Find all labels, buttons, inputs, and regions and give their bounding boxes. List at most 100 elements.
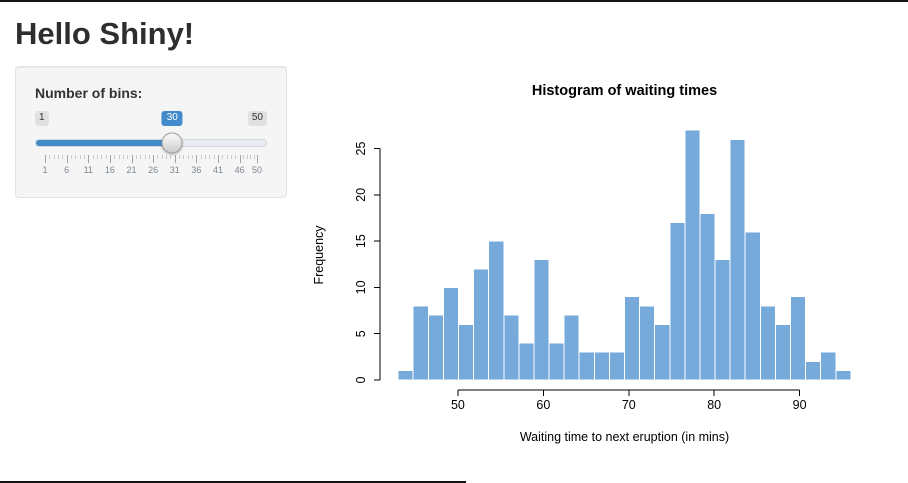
histogram-bar [503,314,520,381]
histogram-bar [820,351,837,381]
slider-grid-tick [135,155,137,159]
slider-grid-tick [226,155,228,159]
slider-grid-tick [209,155,211,159]
slider-grid-tick [170,155,172,159]
sidebar-panel: Number of bins: 1 50 30 1 6 11 16 21 26 31 36 41… [15,66,287,198]
slider-grid-tick [174,155,176,163]
slider-grid-label: 6 [64,165,70,175]
slider-grid-label: 11 [83,165,93,175]
slider-grid-tick [127,155,129,159]
slider-grid-tick [49,155,51,159]
slider-grid-tick [114,155,116,159]
histogram-plot: 50 60 70 80 90 0 5 10 15 20 25 Histogram of waiting… [312,83,852,444]
slider-grid-tick [62,155,64,159]
slider-grid-tick [109,155,111,163]
histogram-bar [744,231,761,381]
histogram-bar [533,259,550,381]
histogram-bar [624,296,641,381]
slider-grid-tick [140,155,142,159]
window-border-bottom [0,481,466,483]
slider-grid: 1 6 11 16 21 26 31 36 41 46 50 [42,155,262,181]
x-tick-label: 50 [451,398,465,412]
slider-grid-tick [105,155,107,159]
histogram-bar [397,370,414,381]
slider-grid-tick [45,155,46,163]
slider-grid-tick [161,155,163,159]
histogram-bar [639,305,656,381]
slider-grid-tick [79,155,81,159]
histogram-bar [578,351,595,381]
bins-slider[interactable]: 1 50 30 1 6 11 16 21 26 31 36 41 46 50 [35,111,267,181]
slider-grid-tick [218,155,220,163]
histogram-bar [488,240,505,381]
slider-grid-tick [200,155,202,159]
histogram-bar [790,296,807,381]
slider-grid-tick [222,155,224,159]
slider-grid-tick [122,155,124,159]
window-border-top [0,0,908,2]
slider-grid-tick [157,155,159,159]
slider-grid-tick [205,155,207,159]
histogram-bar [654,323,671,381]
slider-grid-tick [187,155,189,159]
y-tick-label: 5 [354,330,368,337]
axes [374,148,801,396]
x-axis-title: Waiting time to next eruption (in mins) [520,430,729,444]
slider-grid-label: 26 [148,165,159,175]
slider-grid-label: 46 [234,165,245,175]
histogram-bar [669,222,686,381]
slider-grid-tick [144,155,146,159]
histogram-bar [774,323,792,381]
plot-title: Histogram of waiting times [532,83,717,99]
x-tick-label: 90 [793,398,807,412]
slider-grid-tick [96,155,98,159]
histogram-bar [699,212,716,381]
slider-grid-tick [213,155,215,159]
slider-grid-tick [148,155,150,159]
slider-grid-tick [153,155,155,163]
slider-grid-label: 21 [126,165,137,175]
y-tick-label: 25 [354,142,368,156]
slider-grid-tick [183,155,185,159]
histogram-bar [608,351,626,381]
slider-grid-tick [166,155,168,159]
histogram-bar [563,314,580,381]
histogram-bar [518,342,535,381]
slider-grid-tick [246,155,248,159]
slider-grid-tick [66,155,68,163]
histogram-bar [593,351,610,381]
slider-grid-tick [253,155,255,159]
slider-grid-tick [70,155,72,159]
slider-track[interactable] [35,132,267,154]
slider-grid-tick [192,155,194,159]
slider-grid-tick [235,155,237,159]
slider-grid-tick [250,155,252,159]
histogram-bar [714,259,731,381]
slider-handle[interactable] [161,132,183,154]
tick-labels: 50 60 70 80 90 0 5 10 15 20 25 [354,142,807,412]
slider-min-label: 1 [35,111,49,126]
slider-grid-tick [101,155,103,159]
slider-max-label: 50 [247,111,267,126]
histogram-bar [684,129,701,381]
slider-value-badge: 30 [161,111,183,126]
slider-grid-label: 50 [251,165,263,175]
slider-bar-fill [36,140,173,146]
slider-grid-tick [92,155,94,159]
slider-grid-tick [118,155,120,159]
histogram-bar [427,314,444,381]
main-panel: 50 60 70 80 90 0 5 10 15 20 25 Histogram of waiting… [303,66,903,466]
x-tick-label: 70 [622,398,636,412]
sidebar-layout: Number of bins: 1 50 30 1 6 11 16 21 26 31 36 41… [15,66,893,466]
histogram-bar [805,360,822,381]
bins-slider-label: Number of bins: [35,85,143,101]
histogram-bars [397,129,852,381]
y-axis-title: Frequency [312,225,326,285]
y-tick-label: 20 [354,188,368,202]
histogram-bar [548,342,565,381]
x-tick-label: 80 [707,398,721,412]
slider-grid-tick [239,155,241,163]
slider-grid-label: 1 [42,165,48,175]
slider-grid-tick [196,155,198,163]
